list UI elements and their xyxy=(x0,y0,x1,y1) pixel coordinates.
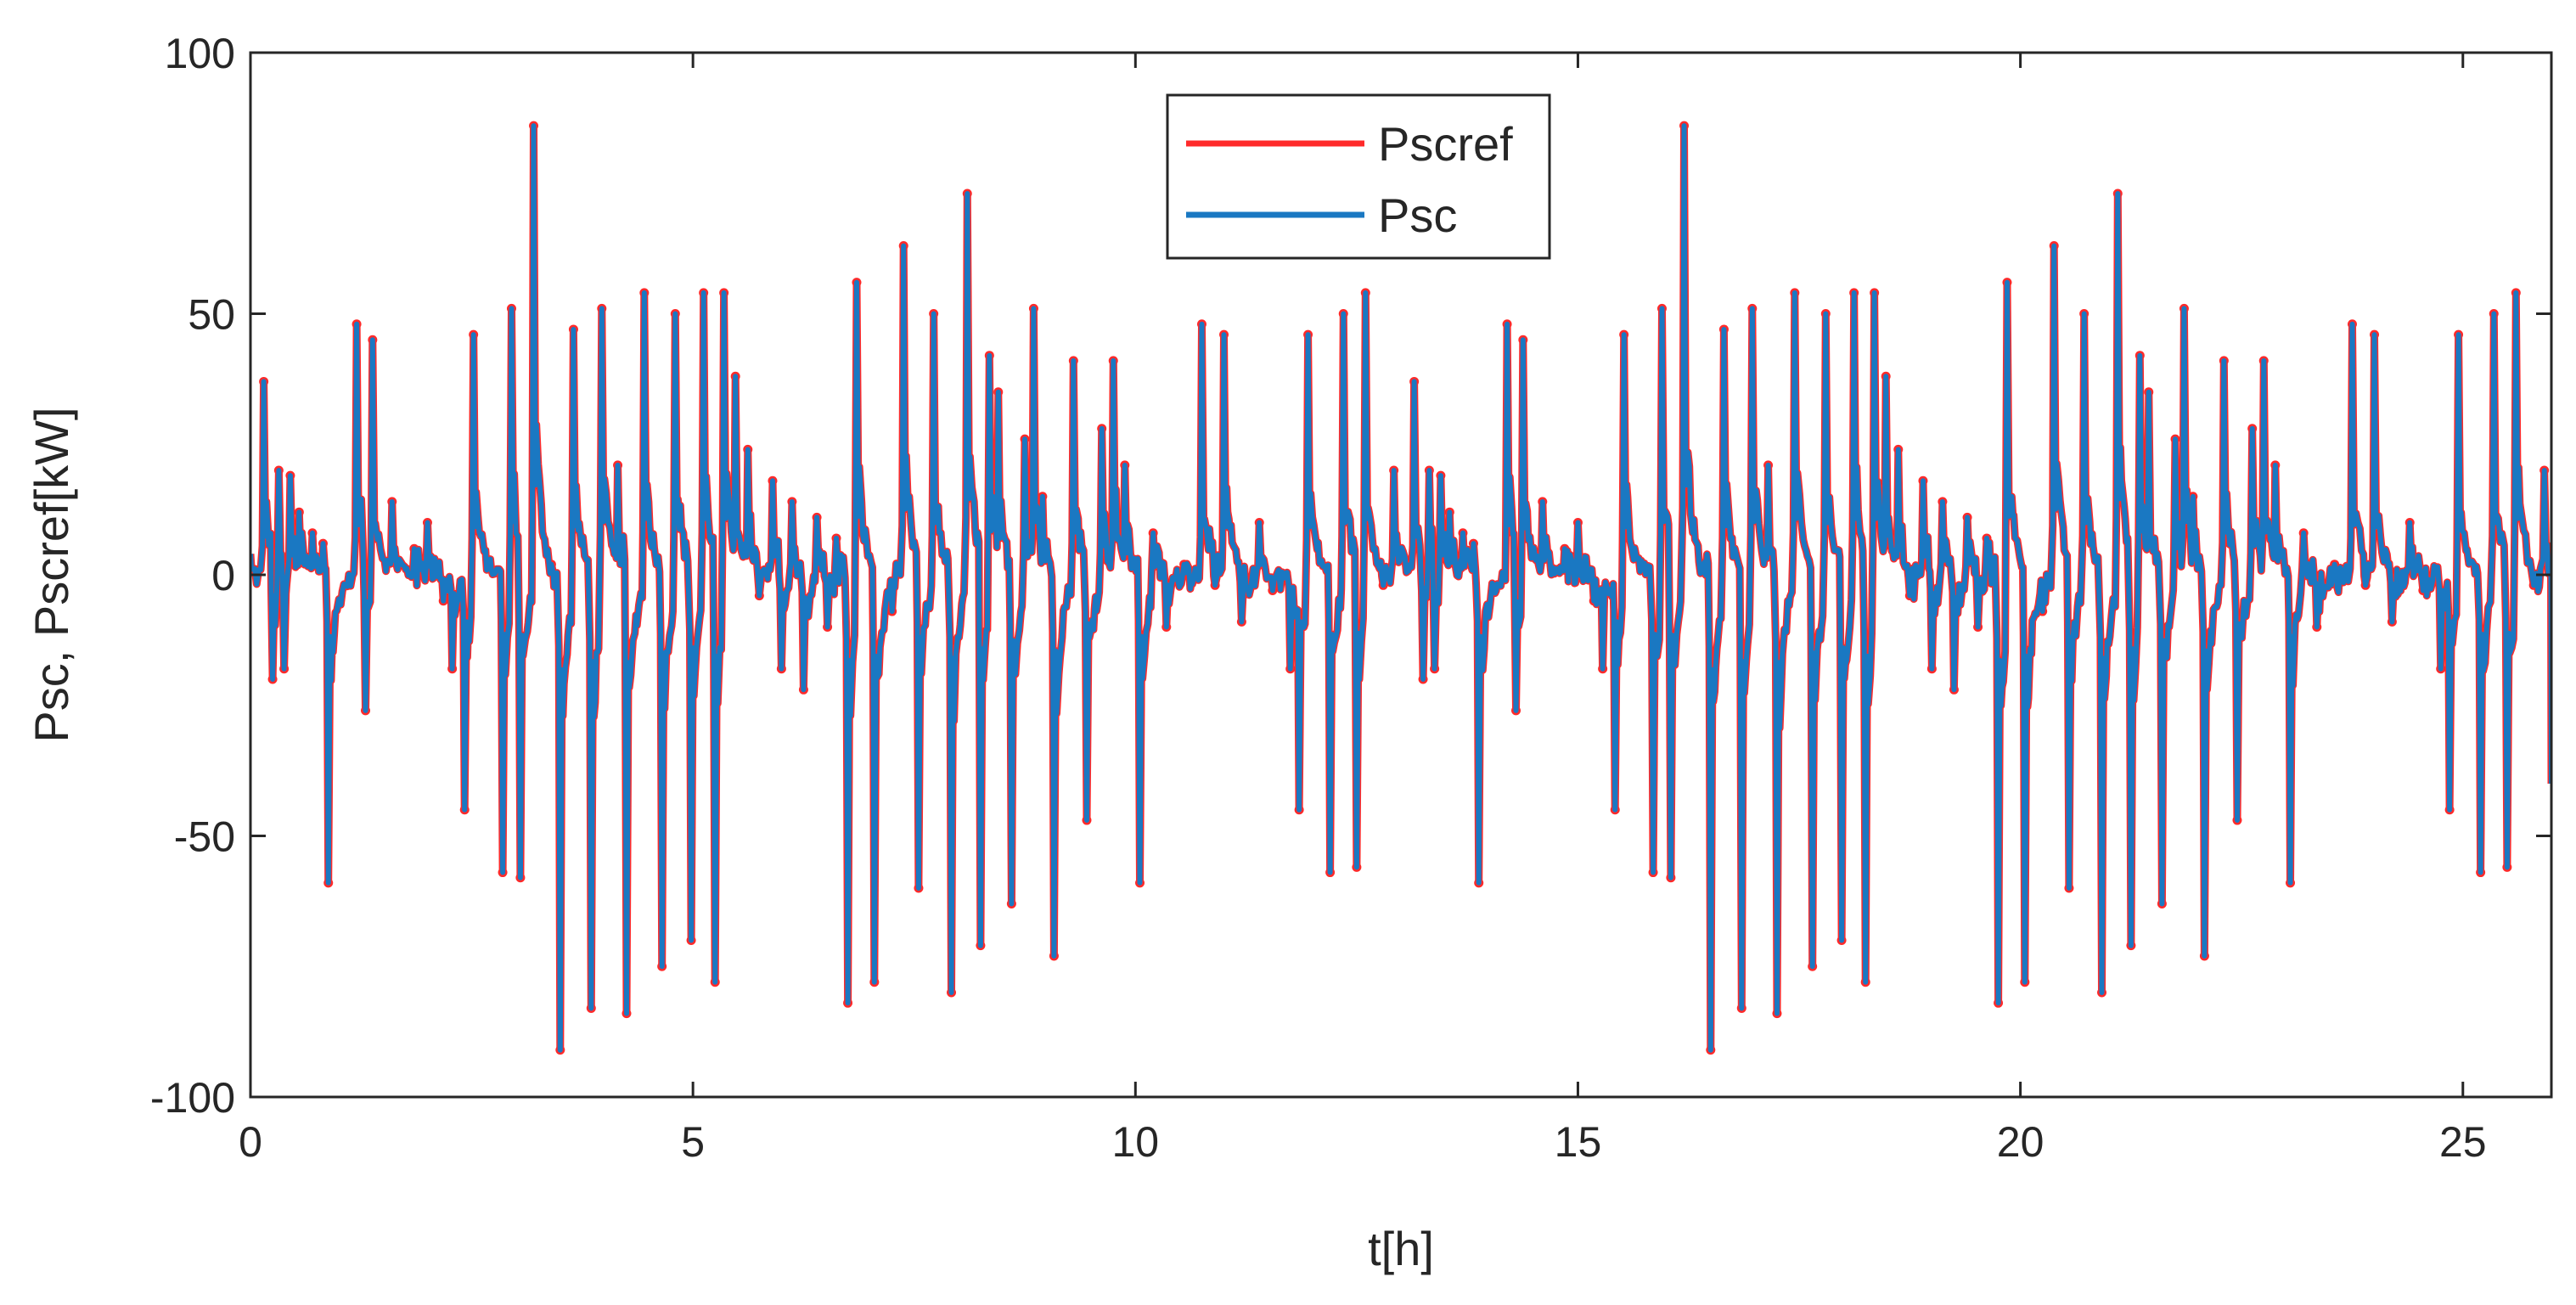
x-tick-label: 15 xyxy=(1555,1118,1602,1166)
y-tick-label: 100 xyxy=(165,30,235,77)
x-tick-label: 20 xyxy=(1997,1118,2044,1166)
x-axis-label: t[h] xyxy=(1368,1222,1434,1275)
legend-label-pscref: Pscref xyxy=(1378,117,1513,171)
x-tick-label: 0 xyxy=(239,1118,262,1166)
x-tick-label: 25 xyxy=(2439,1118,2487,1166)
series-line-psc xyxy=(250,123,2551,1053)
x-tick-label: 10 xyxy=(1111,1118,1159,1166)
y-tick-label: 0 xyxy=(211,552,235,599)
y-axis-label: Psc, Pscref[kW] xyxy=(25,407,78,742)
x-tick-label: 5 xyxy=(681,1118,705,1166)
y-tick-label: -50 xyxy=(174,813,235,861)
legend-label-psc: Psc xyxy=(1378,188,1457,242)
legend-box xyxy=(1166,93,1551,260)
y-tick-label: -100 xyxy=(150,1074,235,1122)
y-tick-label: 50 xyxy=(188,291,235,339)
